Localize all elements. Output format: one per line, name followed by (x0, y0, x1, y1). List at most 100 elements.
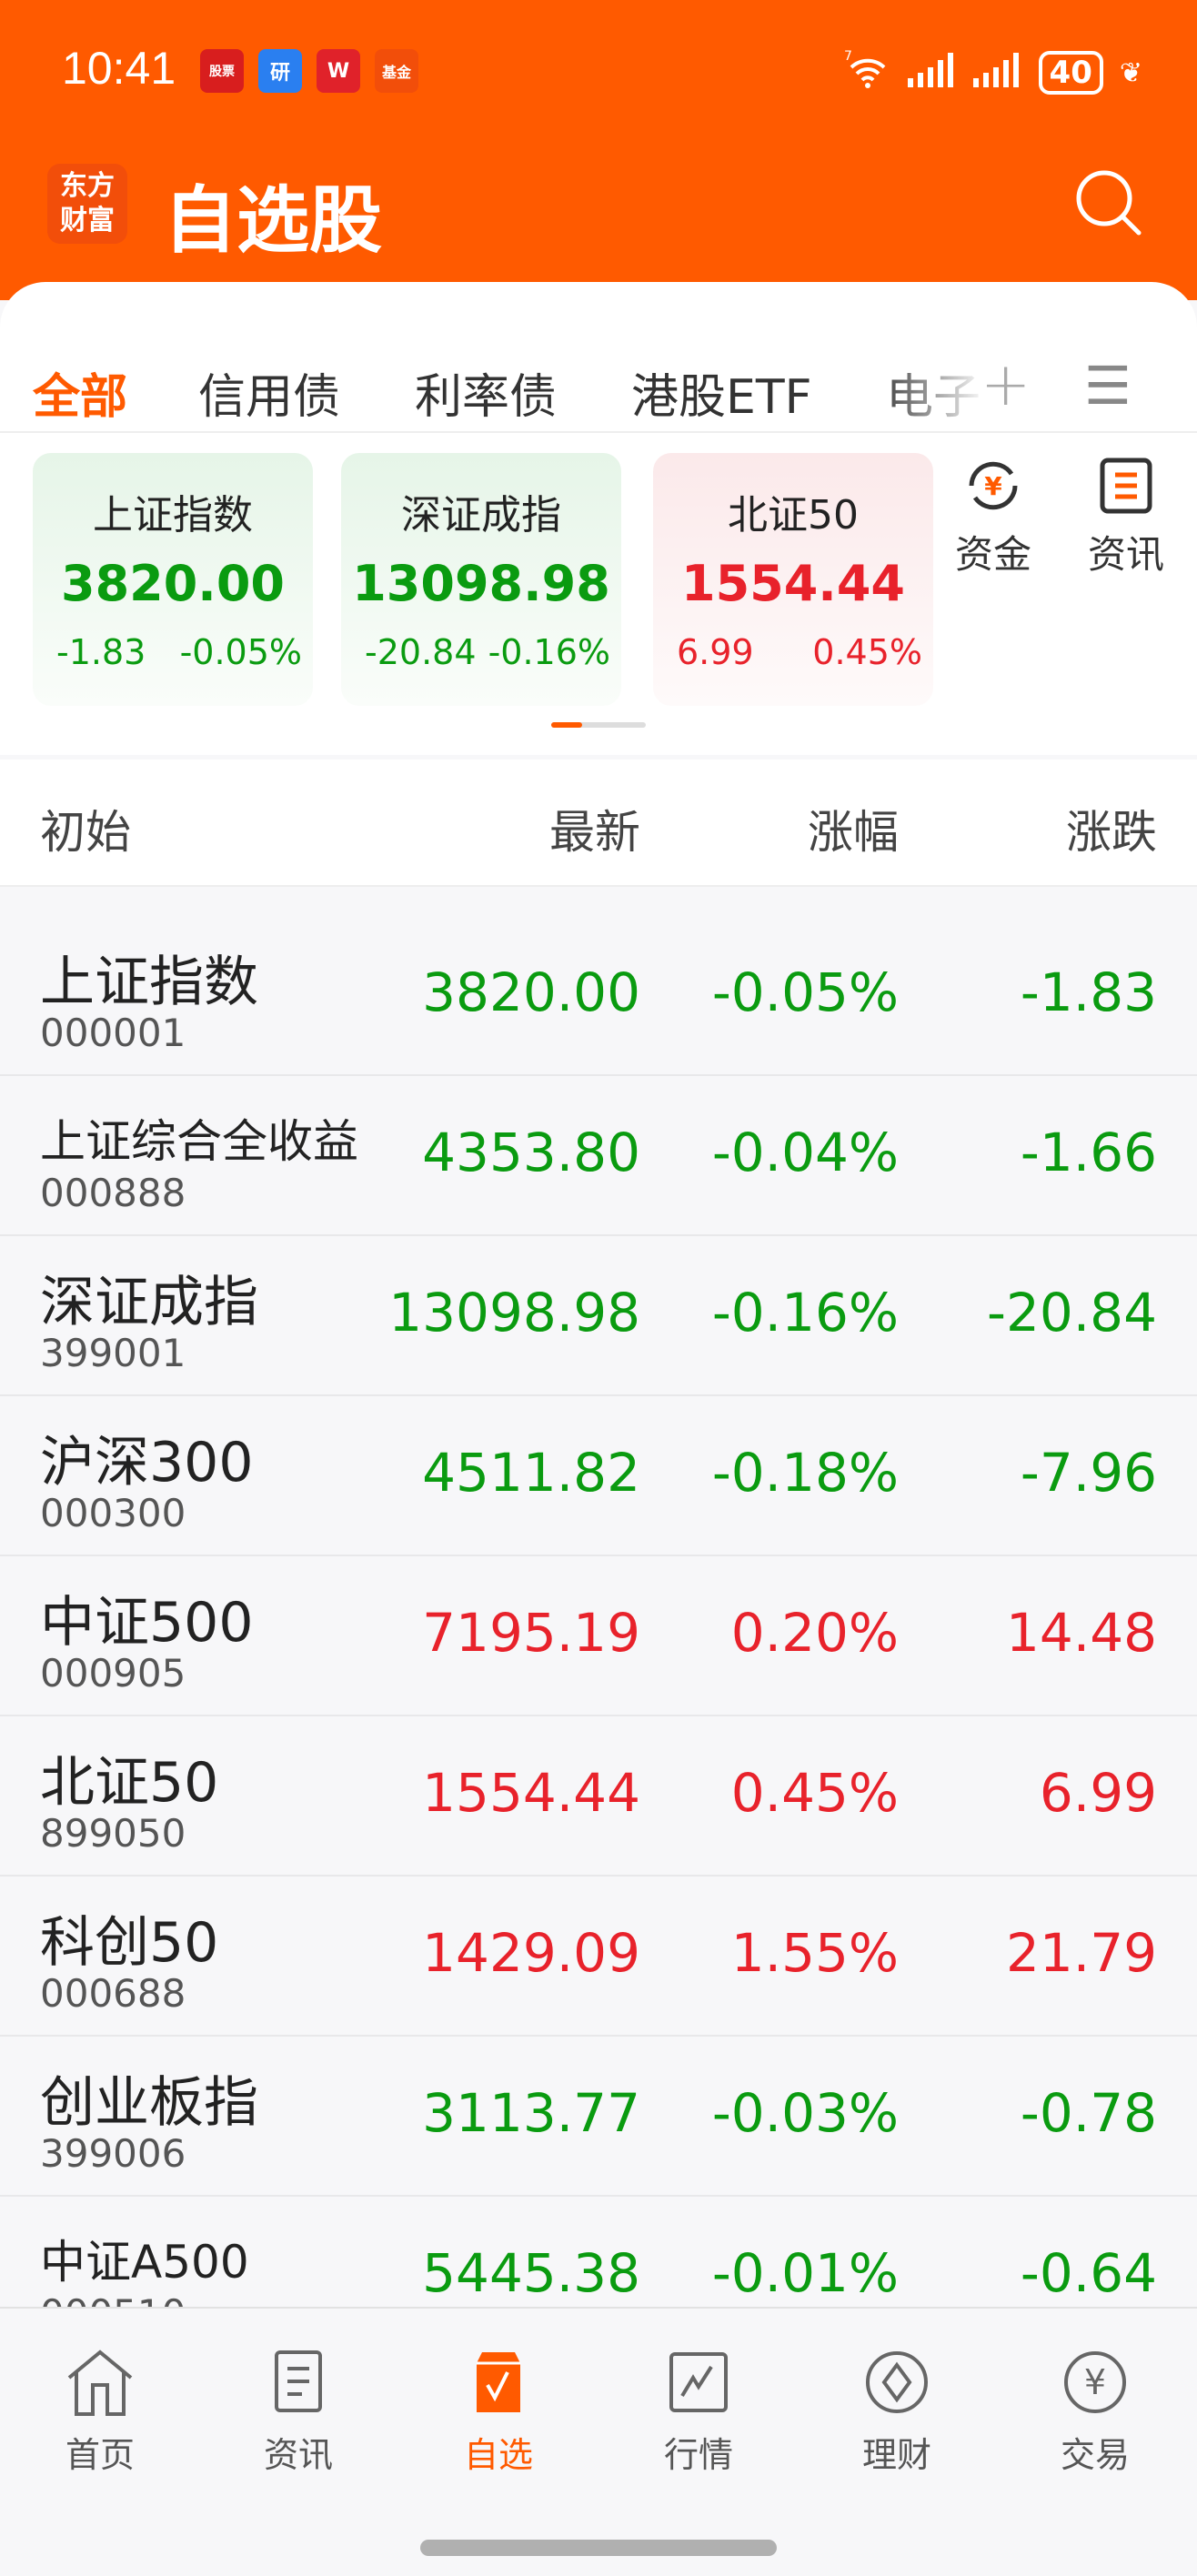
svg-text:¥: ¥ (984, 471, 1002, 501)
status-bar: 10:41 股票 研 W 基金 7 40 ❦ (0, 36, 1197, 102)
stock-code: 000688 (40, 1971, 186, 2016)
tab-credit-bond[interactable]: 信用债 (198, 370, 341, 425)
change-pct: 1.55% (730, 1922, 899, 1984)
change-value: 6.99 (1039, 1762, 1157, 1824)
news-label: 资讯 (1088, 532, 1165, 577)
stock-name: 沪深300 (40, 1431, 254, 1494)
latest-price: 1429.09 (422, 1922, 640, 1984)
table-row[interactable]: 深证成指 399001 13098.98 -0.16% -20.84 (0, 1236, 1197, 1396)
stock-code: 000888 (40, 1171, 186, 1215)
app-header: 10:41 股票 研 W 基金 7 40 ❦ 东方财富 自选股 (0, 0, 1197, 300)
index-pct: -0.05% (179, 632, 302, 672)
index-change: -20.84 (365, 632, 477, 672)
col-name[interactable]: 初始 (40, 806, 131, 859)
index-price: 1554.44 (681, 555, 905, 612)
nav-market[interactable]: 行情 (644, 2349, 753, 2477)
stock-code: 000510 (40, 2291, 186, 2307)
stock-name: 上证指数 (40, 951, 258, 1014)
yuan-exchange-icon: ¥ (964, 457, 1022, 515)
change-value: -20.84 (987, 1282, 1157, 1343)
col-latest[interactable]: 最新 (549, 806, 640, 859)
table-row[interactable]: 科创50 000688 1429.09 1.55% 21.79 (0, 1877, 1197, 2037)
nav-label: 理财 (861, 2435, 931, 2475)
yuan-icon: ¥ (1064, 2351, 1126, 2413)
latest-price: 5445.38 (422, 2242, 640, 2304)
stock-name: 上证综合全收益 (40, 1115, 358, 1168)
stock-name: 中证A500 (40, 2236, 249, 2289)
col-pct[interactable]: 涨幅 (808, 806, 899, 859)
bottom-nav: 首页 资讯 自选 行情 理财 ¥ 交易 (0, 2307, 1197, 2576)
watchlist: 上证指数 000001 3820.00 -0.05% -1.83 上证综合全收益 … (0, 916, 1197, 2307)
change-value: -0.78 (1020, 2082, 1157, 2144)
network-label: 7 (844, 49, 852, 64)
chart-icon (669, 2352, 728, 2412)
nav-watchlist[interactable]: 自选 (444, 2349, 553, 2477)
latest-price: 7195.19 (422, 1602, 640, 1664)
fund-flow-button[interactable]: ¥ 资金 (955, 457, 1031, 579)
index-name: 北证50 (728, 492, 859, 538)
signal-icon (907, 51, 957, 95)
change-value: -1.66 (1020, 1122, 1157, 1183)
change-value: -7.96 (1020, 1442, 1157, 1504)
diamond-icon (866, 2351, 928, 2413)
nav-label: 资讯 (263, 2435, 333, 2475)
table-row[interactable]: 创业板指 399006 3113.77 -0.03% -0.78 (0, 2037, 1197, 2197)
change-pct: -0.05% (711, 961, 899, 1023)
stock-code: 000300 (40, 1491, 186, 1535)
page-title: 自选股 (164, 178, 382, 263)
table-row[interactable]: 北证50 899050 1554.44 0.45% 6.99 (0, 1716, 1197, 1877)
nav-wealth[interactable]: 理财 (842, 2349, 951, 2477)
stock-name: 北证50 (40, 1751, 219, 1815)
news-button[interactable]: 资讯 (1088, 457, 1164, 579)
news-icon (1097, 457, 1155, 515)
table-row[interactable]: 上证指数 000001 3820.00 -0.05% -1.83 (0, 916, 1197, 1076)
table-row[interactable]: 中证500 000905 7195.19 0.20% 14.48 (0, 1556, 1197, 1716)
add-group-button[interactable]: + (981, 349, 1031, 419)
tab-all[interactable]: 全部 (33, 370, 128, 425)
stock-name: 创业板指 (40, 2071, 258, 2135)
svg-text:¥: ¥ (1084, 2362, 1106, 2402)
search-button[interactable] (1073, 167, 1142, 236)
tab-rate-bond[interactable]: 利率债 (415, 370, 558, 425)
col-change[interactable]: 涨跌 (1066, 806, 1157, 859)
nav-label: 首页 (65, 2435, 135, 2475)
index-price: 3820.00 (61, 555, 285, 612)
status-time: 10:41 (62, 43, 176, 94)
latest-price: 1554.44 (422, 1762, 640, 1824)
fund-app-notification-icon: 基金 (375, 49, 418, 93)
content-panel: 全部 信用债 利率债 港股ETF 电子 + ☰ 上证指数 3820.00 -1.… (0, 282, 1197, 755)
nav-label: 自选 (463, 2435, 533, 2475)
table-row[interactable]: 沪深300 000300 4511.82 -0.18% -7.96 (0, 1396, 1197, 1556)
table-row[interactable]: 中证A500 000510 5445.38 -0.01% -0.64 (0, 2197, 1197, 2307)
index-card-bj50[interactable]: 北证50 1554.44 6.99 0.45% (653, 453, 933, 706)
change-pct: -0.01% (711, 2242, 899, 2304)
menu-icon[interactable]: ☰ (1084, 355, 1132, 417)
index-card-sh[interactable]: 上证指数 3820.00 -1.83 -0.05% (33, 453, 313, 706)
change-pct: -0.04% (711, 1122, 899, 1183)
stock-code: 899050 (40, 1811, 186, 1856)
nav-news[interactable]: 资讯 (244, 2349, 353, 2477)
leaf-icon: ❦ (1119, 56, 1142, 89)
home-indicator[interactable] (420, 2540, 777, 2556)
change-pct: 0.20% (730, 1602, 899, 1664)
w-app-notification-icon: W (317, 49, 360, 93)
index-change: 6.99 (677, 632, 754, 672)
index-pct: 0.45% (812, 632, 922, 672)
index-name: 上证指数 (93, 492, 253, 538)
nav-home[interactable]: 首页 (45, 2349, 155, 2477)
stock-code: 000001 (40, 1011, 186, 1055)
tab-hk-etf[interactable]: 港股ETF (631, 370, 812, 425)
stock-app-notification-icon: 股票 (200, 49, 244, 93)
index-card-sz[interactable]: 深证成指 13098.98 -20.84 -0.16% (341, 453, 621, 706)
card-pager (551, 722, 646, 728)
table-header: 初始 最新 涨幅 涨跌 (0, 760, 1197, 887)
index-name: 深证成指 (401, 492, 561, 538)
stock-code: 000905 (40, 1651, 186, 1696)
nav-label: 交易 (1060, 2435, 1130, 2475)
nav-trade[interactable]: ¥ 交易 (1041, 2349, 1150, 2477)
latest-price: 13098.98 (388, 1282, 640, 1343)
table-row[interactable]: 上证综合全收益 000888 4353.80 -0.04% -1.66 (0, 1076, 1197, 1236)
stock-name: 中证500 (40, 1591, 254, 1655)
change-pct: -0.18% (711, 1442, 899, 1504)
stock-name: 深证成指 (40, 1271, 258, 1334)
